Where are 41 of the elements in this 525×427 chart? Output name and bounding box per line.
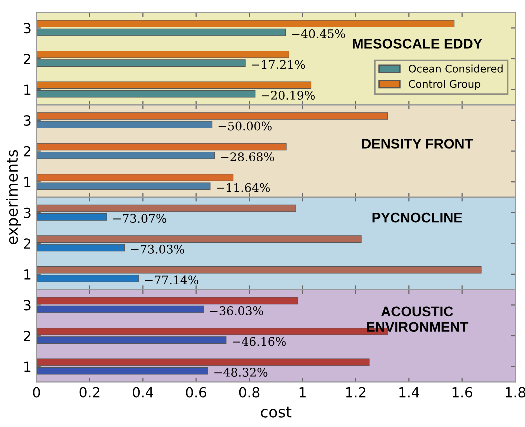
y-tick-label: 2 — [24, 54, 30, 64]
x-tick-label: 0.4 — [133, 387, 154, 398]
annotation: −50.00% — [218, 122, 272, 131]
y-axis-title: experiments — [6, 150, 22, 244]
x-tick-label: 1.4 — [400, 387, 420, 398]
annotation: −73.07% — [114, 214, 167, 224]
annotation: −48.32% — [214, 368, 268, 377]
annotation: −36.03% — [210, 306, 264, 316]
band-label: DENSITY FRONT — [362, 139, 474, 149]
x-tick-label: 1.2 — [346, 387, 366, 398]
y-tick-label: 3 — [24, 208, 31, 218]
band-label: PYCNOCLINE — [372, 212, 462, 223]
x-axis-title: cost — [261, 406, 292, 418]
x-tick-label: 1.6 — [452, 387, 473, 398]
annotation: −28.68% — [221, 152, 274, 162]
legend-label: Control Group — [409, 80, 481, 90]
annotation: −40.45% — [292, 29, 346, 38]
y-tick-label: 1 — [24, 362, 31, 372]
y-tick-label: 1 — [24, 270, 31, 280]
y-tick-label: 1 — [24, 84, 31, 96]
annotation: −17.21% — [252, 60, 306, 70]
annotation: −11.64% — [217, 183, 270, 192]
y-tick-label: 2 — [24, 238, 30, 249]
annotation: −73.03% — [131, 244, 184, 254]
annotation: −20.19% — [262, 91, 315, 100]
annotation: −77.14% — [145, 276, 198, 285]
x-tick-label: 0.2 — [80, 387, 100, 398]
band-label: MESOSCALE EDDY — [353, 39, 482, 49]
y-tick-label: 3 — [24, 116, 31, 126]
legend-label: Ocean Considered — [409, 64, 503, 73]
y-tick-label: 2 — [24, 146, 30, 157]
annotation: −46.16% — [232, 337, 286, 346]
x-tick-label: 0.6 — [186, 387, 207, 398]
x-tick-label: 0 — [33, 387, 40, 398]
x-tick-label: 0.8 — [239, 387, 260, 398]
y-tick-label: 1 — [24, 177, 31, 188]
x-tick-label: 1 — [300, 387, 306, 398]
y-tick-label: 2 — [24, 330, 30, 342]
band-label: ACOUSTIC ENVIRONMENT — [367, 306, 469, 332]
y-tick-label: 3 — [24, 300, 31, 311]
y-tick-label: 3 — [24, 23, 31, 34]
